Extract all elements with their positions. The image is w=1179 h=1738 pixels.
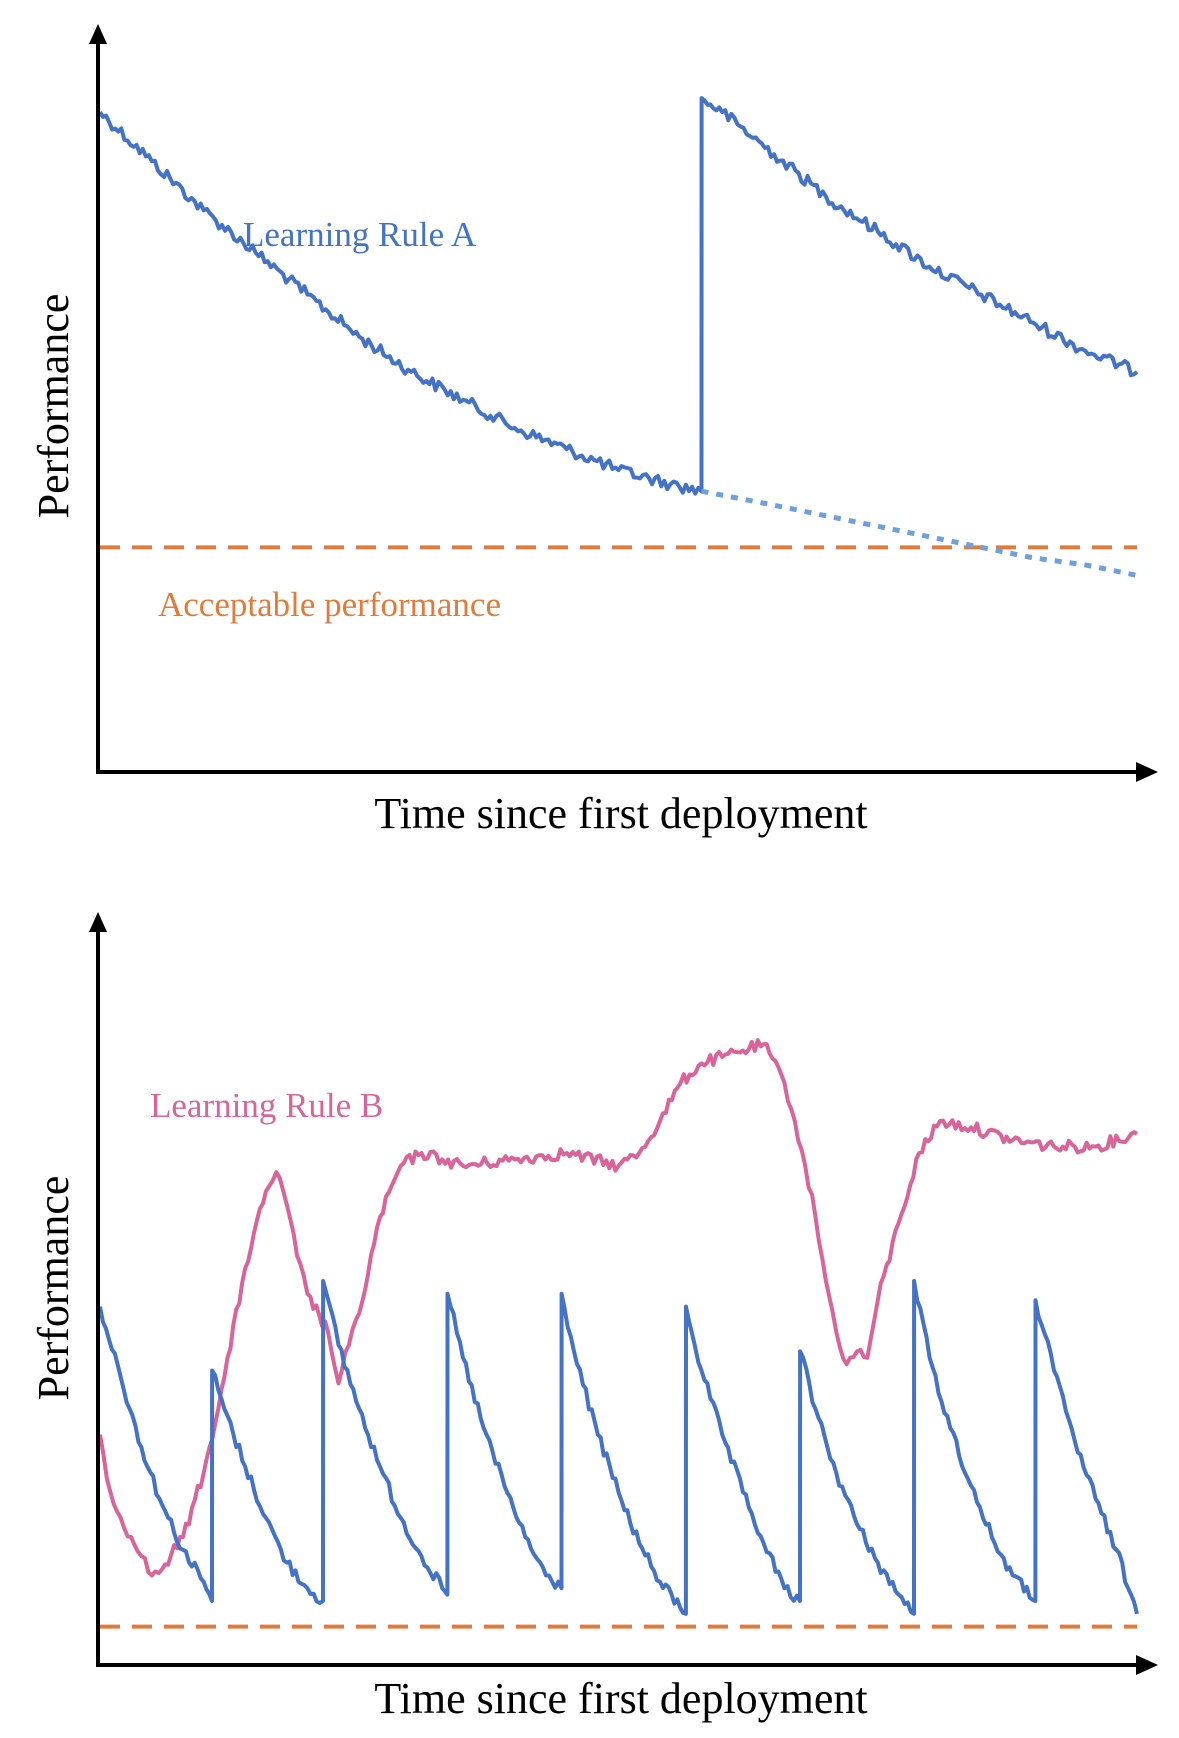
- bottom-series-line-series-1: [98, 1279, 1139, 1616]
- bottom-x-axis-arrow: [1136, 1655, 1158, 1675]
- top-y-axis-title: Performance: [29, 294, 78, 519]
- top-x-axis-arrow: [1136, 762, 1158, 782]
- top-series-label-learning-rule-a: Learning Rule A: [243, 215, 477, 254]
- top-y-axis-arrow: [89, 24, 107, 44]
- bottom-y-axis-title: Performance: [29, 1176, 78, 1401]
- top-panel: Learning Rule A Acceptable performance T…: [29, 24, 1158, 838]
- top-x-axis-title: Time since first deployment: [374, 789, 867, 838]
- bottom-series-label-learning-rule-b: Learning Rule B: [150, 1086, 383, 1125]
- bottom-series-line-learning-rule-b: [98, 1038, 1138, 1578]
- bottom-y-axis-arrow: [89, 912, 107, 932]
- top-series-line-learning-rule-a: [98, 96, 1139, 496]
- bottom-panel: Learning Rule B Time since first deploym…: [29, 912, 1158, 1723]
- top-plot-area: [98, 96, 1139, 578]
- bottom-plot-area: [98, 1038, 1139, 1629]
- bottom-x-axis-title: Time since first deployment: [374, 1674, 867, 1723]
- top-series-line-series-1: [701, 488, 1138, 578]
- top-threshold-label: Acceptable performance: [158, 585, 501, 624]
- top-series-group: [98, 96, 1139, 578]
- bottom-series-group: [98, 1038, 1139, 1616]
